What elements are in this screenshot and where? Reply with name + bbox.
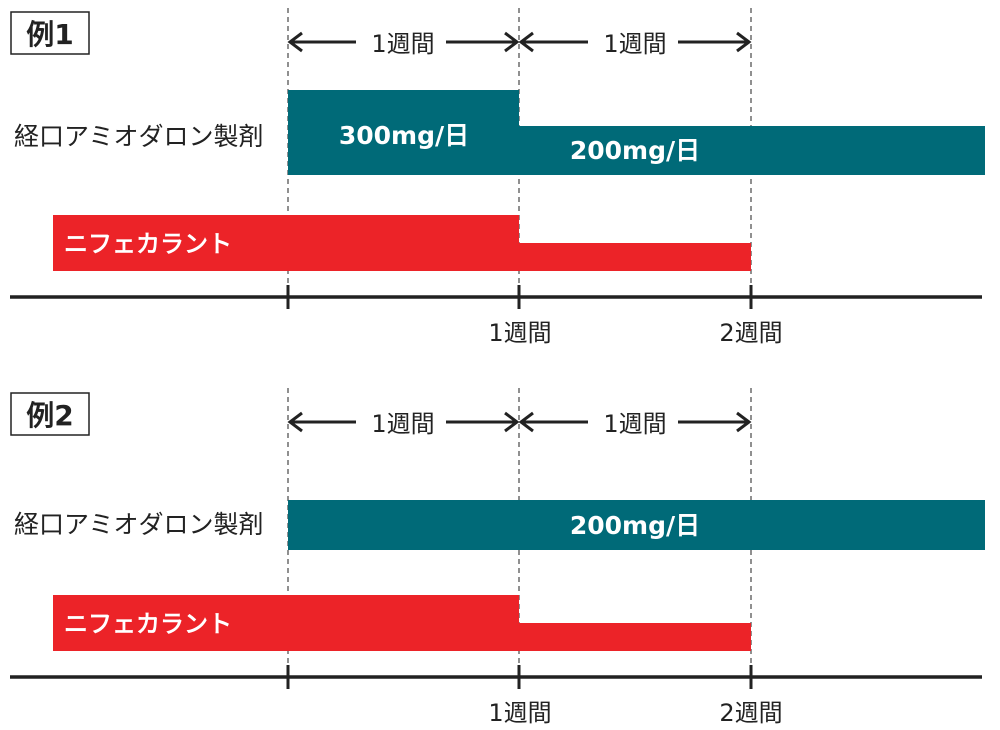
example-2-amiodarone-bar-200 xyxy=(288,500,985,550)
example-1-dose-200: 200mg/日 xyxy=(570,136,700,165)
example-2-nifekalant-bar-low xyxy=(519,623,751,651)
example-1-amiodarone-bar-300 xyxy=(288,90,519,175)
example-1-interval-label-2: 1週間 xyxy=(603,30,666,58)
example-2-interval-arrow-2 xyxy=(518,411,752,433)
example-1-dose-300: 300mg/日 xyxy=(339,121,469,150)
example-2-nifekalant-bar-high xyxy=(53,595,519,651)
example-1-interval-label-1: 1週間 xyxy=(371,30,434,58)
example-2-title: 例2 xyxy=(26,399,73,432)
example-1-title-box xyxy=(10,11,90,55)
example-2-dose-200: 200mg/日 xyxy=(570,511,700,540)
example-2-interval-label-1: 1週間 xyxy=(371,410,434,438)
example-2: 例2 1週間 1週間 経口アミオダロン製剤 200mg/日 ニフェカラント xyxy=(10,388,985,727)
example-1-nifekalant-label: ニフェカラント xyxy=(64,230,232,258)
example-1-nifekalant-bar-high xyxy=(53,215,519,271)
example-1: 例1 1週間 1週間 経口アミオダロン製剤 300mg/日 200mg/日 xyxy=(10,8,985,347)
example-1-nifekalant-bar-low xyxy=(519,243,751,271)
example-1-tick-label-week-1: 1週間 xyxy=(488,319,551,347)
example-2-tick-label-week-2: 2週間 xyxy=(719,699,782,727)
example-1-title: 例1 xyxy=(26,18,73,51)
example-2-amiodarone-label: 経口アミオダロン製剤 xyxy=(14,510,264,539)
example-2-tick-label-week-1: 1週間 xyxy=(488,699,551,727)
example-1-amiodarone-label: 経口アミオダロン製剤 xyxy=(14,122,264,151)
example-2-nifekalant-label: ニフェカラント xyxy=(64,610,232,638)
example-1-interval-arrow-1 xyxy=(287,31,520,53)
example-1-tick-label-week-2: 2週間 xyxy=(719,319,782,347)
example-1-interval-arrow-2 xyxy=(518,31,752,53)
example-2-interval-arrow-1 xyxy=(287,411,520,433)
example-2-title-box xyxy=(10,392,90,436)
example-1-amiodarone-bar-200 xyxy=(519,126,985,175)
example-2-interval-label-2: 1週間 xyxy=(603,410,666,438)
